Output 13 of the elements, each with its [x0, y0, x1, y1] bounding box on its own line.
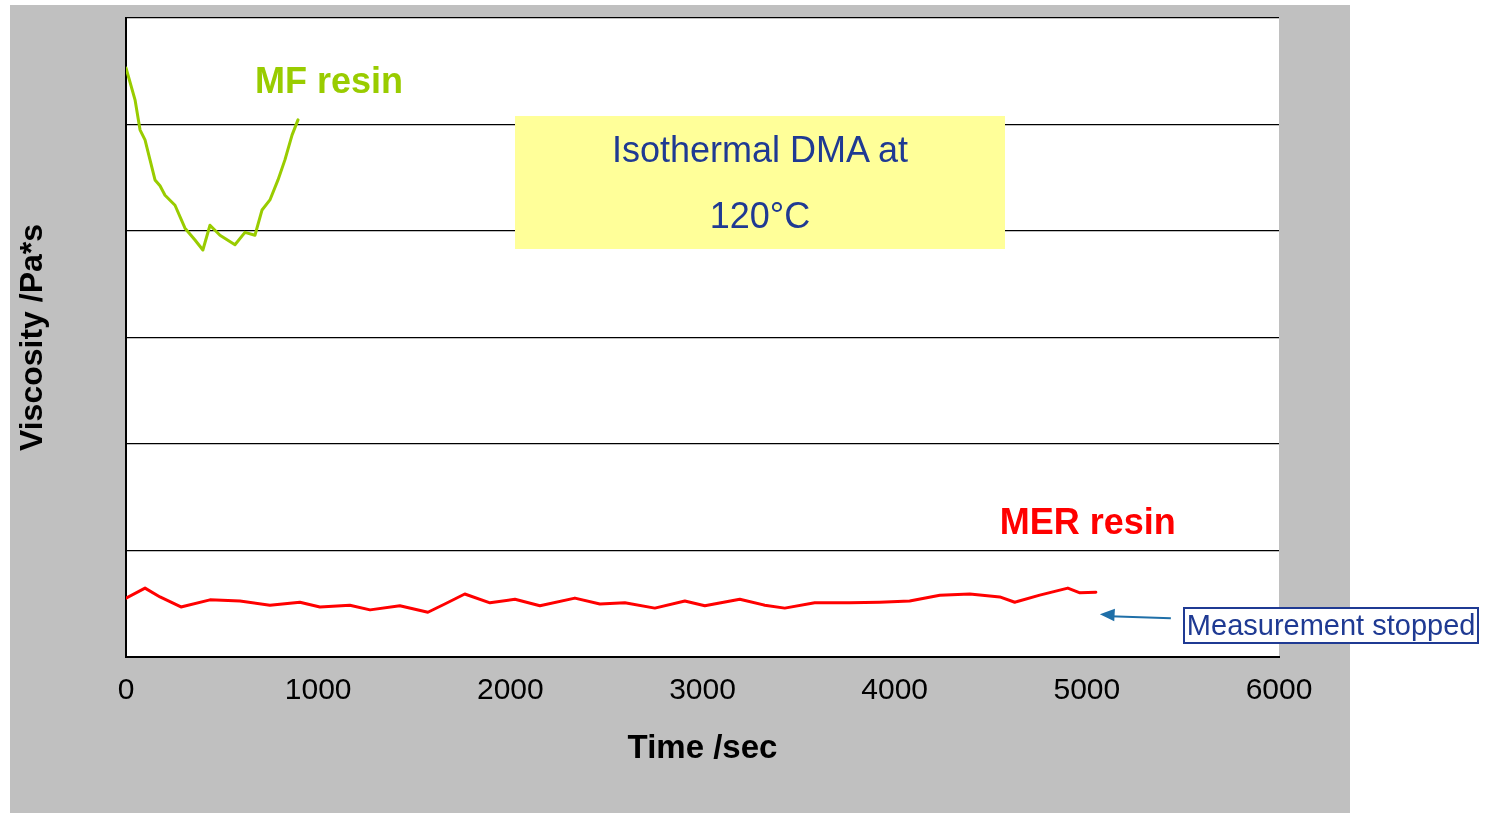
- x-tick-label: 3000: [669, 672, 736, 706]
- series-label: MF resin: [254, 59, 403, 101]
- x-tick-label: 6000: [1245, 672, 1313, 706]
- x-tick-label: 0: [117, 672, 135, 706]
- x-tick-label: 4000: [861, 672, 929, 706]
- x-axis-title: Time /sec: [627, 728, 778, 766]
- annotation: Measurement stopped: [1182, 607, 1480, 645]
- y-axis-title: Viscosity /Pa*s: [13, 223, 50, 452]
- x-tick-label: 2000: [476, 672, 544, 706]
- x-tick-label: 5000: [1053, 672, 1121, 706]
- x-tick-label: 1000: [284, 672, 352, 706]
- series-label: MER resin: [999, 501, 1176, 543]
- note-box: Isothermal DMA at 120°C: [515, 116, 1005, 249]
